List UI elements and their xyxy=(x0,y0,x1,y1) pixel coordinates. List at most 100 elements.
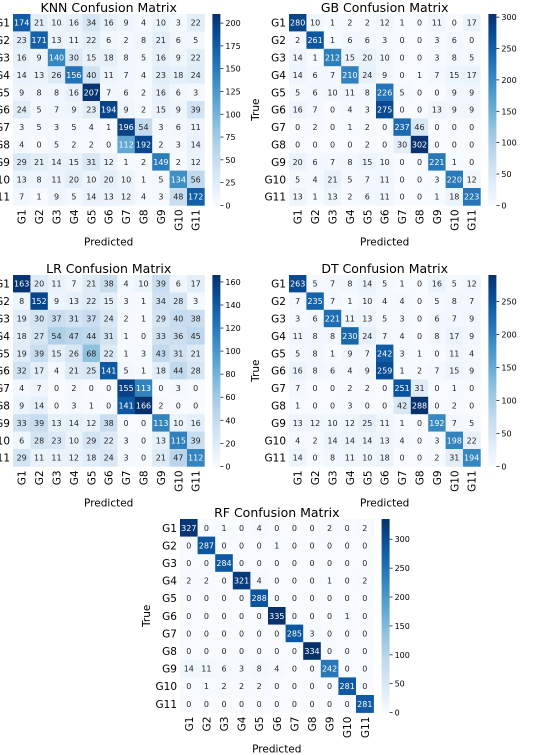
cell-value-label: 0 xyxy=(309,524,314,533)
heatmap-cell xyxy=(428,414,446,432)
heatmap-cell xyxy=(100,431,118,450)
heatmap-cell xyxy=(463,275,481,293)
heatmap-cell xyxy=(65,379,83,398)
heatmap-cell xyxy=(100,362,118,380)
heatmap-cell xyxy=(232,519,251,537)
heatmap-cell xyxy=(338,589,357,608)
cell-value-label: 7 xyxy=(434,367,439,376)
heatmap-cell xyxy=(100,275,118,293)
heatmap-cell xyxy=(410,188,429,206)
heatmap-cell xyxy=(187,188,205,206)
heatmap-cell xyxy=(289,414,307,432)
y-tick-label: G4 xyxy=(0,331,10,343)
cell-value-label: 113 xyxy=(136,384,151,393)
x-tick-label: G8 xyxy=(139,470,151,485)
cell-value-label: 19 xyxy=(17,315,27,324)
cell-value-label: 30 xyxy=(397,141,407,150)
cell-value-label: 0 xyxy=(54,402,59,411)
heatmap-cell xyxy=(47,66,66,84)
heatmap-cell xyxy=(356,571,374,590)
heatmap-cell xyxy=(356,659,374,678)
heatmap-cell xyxy=(393,14,412,32)
cell-value-label: 2 xyxy=(239,682,244,691)
cell-value-label: 3 xyxy=(71,402,76,411)
cell-value-label: 0 xyxy=(327,559,332,568)
cell-value-label: 10 xyxy=(86,175,96,184)
cell-value-label: 8 xyxy=(452,54,457,63)
heatmap-cell xyxy=(463,118,481,137)
cell-value-label: 1 xyxy=(327,577,332,586)
cell-value-label: 11 xyxy=(345,315,355,324)
cell-value-label: 0 xyxy=(469,402,474,411)
heatmap-cell xyxy=(410,48,429,67)
cell-value-label: 0 xyxy=(365,402,370,411)
heatmap-cell xyxy=(306,327,325,345)
cell-value-label: 5 xyxy=(469,419,474,428)
cell-value-label: 112 xyxy=(118,141,133,150)
heatmap-cell xyxy=(134,379,153,398)
cell-value-label: 22 xyxy=(467,436,477,445)
cell-value-label: 1 xyxy=(141,367,146,376)
cell-value-label: 22 xyxy=(104,436,114,445)
y-tick-label: G7 xyxy=(271,383,286,395)
heatmap-cell xyxy=(445,66,464,84)
cell-value-label: 6 xyxy=(365,36,370,45)
cell-value-label: 56 xyxy=(191,175,201,184)
heatmap-cell xyxy=(169,135,188,154)
heatmap-cell xyxy=(215,642,234,661)
heatmap-cell xyxy=(358,101,377,119)
cell-value-label: 6 xyxy=(365,193,370,202)
cell-value-label: 221 xyxy=(429,158,444,167)
heatmap-cell xyxy=(410,135,429,154)
cell-value-label: 0 xyxy=(345,665,350,674)
colorbar xyxy=(488,275,497,467)
colorbar-tick-label: 50 xyxy=(395,680,405,689)
heatmap-cell xyxy=(30,48,49,67)
heatmap-cell xyxy=(100,327,118,345)
cell-value-label: 3 xyxy=(382,36,387,45)
cell-value-label: 11 xyxy=(104,71,114,80)
heatmap-cell xyxy=(445,327,464,345)
heatmap-cell xyxy=(250,677,269,696)
y-tick-label: G1 xyxy=(271,279,286,291)
cell-value-label: 11 xyxy=(380,419,390,428)
x-tick-label: G4 xyxy=(345,209,357,224)
heatmap-cell xyxy=(100,48,118,67)
cell-value-label: 166 xyxy=(136,402,151,411)
heatmap-cell xyxy=(341,414,359,432)
cell-value-label: 17 xyxy=(191,280,201,289)
heatmap-cell xyxy=(341,396,359,415)
heatmap-cell xyxy=(356,607,374,625)
cell-value-label: 198 xyxy=(447,436,462,445)
cell-value-label: 285 xyxy=(287,629,302,638)
cell-value-label: 4 xyxy=(347,106,352,115)
y-tick-label: G6 xyxy=(0,105,10,117)
cell-value-label: 263 xyxy=(290,280,305,289)
cell-value-label: 24 xyxy=(104,454,114,463)
x-axis-label: Predicted xyxy=(360,236,409,248)
cell-value-label: 0 xyxy=(400,71,405,80)
cell-value-label: 0 xyxy=(176,402,181,411)
heatmap-cell xyxy=(169,170,188,189)
cell-value-label: 24 xyxy=(362,332,372,341)
cell-value-label: 0 xyxy=(417,193,422,202)
cell-value-label: 25 xyxy=(86,367,96,376)
cell-value-label: 40 xyxy=(86,71,96,80)
cell-value-label: 15 xyxy=(345,54,355,63)
heatmap-cell xyxy=(47,118,66,137)
heatmap-cell xyxy=(463,153,481,171)
cell-value-label: 1 xyxy=(37,193,42,202)
heatmap-cell xyxy=(47,275,66,293)
cell-value-label: 0 xyxy=(434,402,439,411)
heatmap-cell xyxy=(445,188,464,206)
heatmap-cell xyxy=(100,83,118,102)
heatmap-cell xyxy=(463,379,481,398)
cell-value-label: 14 xyxy=(362,280,372,289)
heatmap-cell xyxy=(30,135,49,154)
cell-value-label: 2 xyxy=(141,158,146,167)
heatmap-cell xyxy=(30,188,49,206)
cell-value-label: 5 xyxy=(313,280,318,289)
heatmap-cell xyxy=(169,188,188,206)
cell-value-label: 18 xyxy=(380,454,390,463)
cell-value-label: 11 xyxy=(345,88,355,97)
